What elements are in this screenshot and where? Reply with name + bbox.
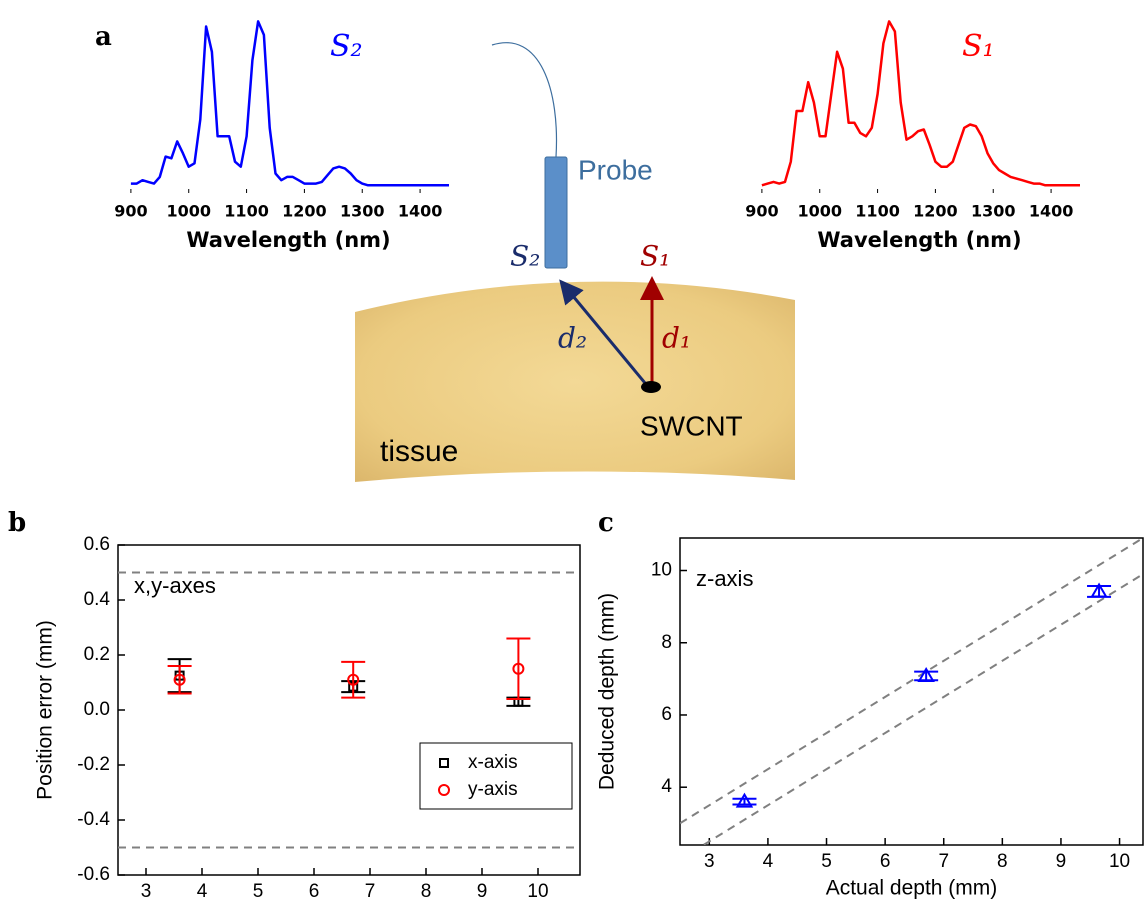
x-tick-label: 5 [253, 881, 264, 902]
reference-line [701, 573, 1143, 845]
x-tick-label: 4 [763, 851, 774, 872]
y-tick-label: 0.2 [84, 644, 110, 665]
error-bar [732, 797, 757, 806]
marker [347, 673, 360, 686]
reference-line [680, 538, 1143, 825]
marker [512, 662, 525, 675]
marker [735, 792, 754, 808]
source-label: SWCNT [640, 410, 743, 441]
panel-label: b [8, 508, 26, 538]
y-tick-label: 4 [661, 776, 672, 797]
legend-marker [438, 784, 450, 796]
tissue [355, 281, 795, 482]
probe-wire [491, 42, 558, 158]
x-tick-label: 1300 [971, 202, 1016, 221]
distance-label: d₂ [558, 322, 587, 355]
probe [544, 156, 568, 269]
x-tick-label: 9 [1056, 851, 1067, 872]
y-tick-label: 6 [661, 704, 672, 725]
series-label: S₁ [962, 29, 995, 64]
arrow [559, 279, 647, 384]
y-tick-label: 8 [661, 632, 672, 653]
plot-frame [679, 537, 1144, 846]
y-tick-label: 0.6 [84, 534, 110, 555]
y-tick-label: 0.0 [84, 699, 110, 720]
x-tick-label: 3 [141, 881, 152, 902]
x-tick-label: 8 [997, 851, 1008, 872]
x-tick-label: 7 [365, 881, 376, 902]
x-tick-label: 10 [1109, 851, 1130, 872]
x-tick-label: 8 [421, 881, 432, 902]
medium-label: tissue [380, 435, 458, 468]
x-tick-label: 1000 [797, 202, 842, 221]
x-tick-label: 1200 [913, 202, 958, 221]
legend-frame [419, 742, 573, 810]
spectrum-line [761, 20, 1080, 187]
y-tick-label: -0.4 [77, 809, 110, 830]
x-axis-label: Actual depth (mm) [826, 877, 998, 900]
x-tick-label: 3 [704, 851, 715, 872]
annotation: z-axis [696, 566, 753, 591]
y-tick-label: 0.4 [84, 589, 111, 610]
error-bar [341, 660, 366, 699]
swcnt [641, 381, 661, 393]
error-bar [167, 665, 192, 695]
series-label: S₂ [330, 29, 363, 64]
y-tick-label: -0.6 [77, 864, 110, 885]
signal-label: S₂ [510, 240, 540, 273]
marker [1090, 582, 1108, 598]
x-tick-label: 7 [938, 851, 949, 872]
error-bar [1087, 585, 1112, 598]
spectrum-line [130, 20, 449, 187]
error-bar [506, 637, 531, 700]
x-tick-label: 1400 [398, 202, 443, 221]
y-tick-label: -0.2 [77, 754, 110, 775]
x-tick-label: 6 [309, 881, 320, 902]
x-tick-label: 6 [880, 851, 891, 872]
legend-label: y-axis [468, 779, 518, 800]
x-tick-label: 5 [821, 851, 832, 872]
x-tick-label: 10 [527, 881, 548, 902]
distance-label: d₁ [662, 322, 691, 355]
marker [917, 666, 935, 682]
x-axis-label: Wavelength (nm) [817, 228, 1021, 252]
x-tick-label: 1300 [340, 202, 385, 221]
legend-marker [439, 758, 449, 768]
annotation: x,y-axes [134, 573, 216, 598]
marker [173, 673, 186, 686]
x-tick-label: 1100 [224, 202, 269, 221]
x-tick-label: 1000 [166, 202, 211, 221]
x-tick-label: 1400 [1029, 202, 1074, 221]
signal-label: S₁ [640, 240, 670, 273]
x-axis-label: Wavelength (nm) [186, 228, 390, 252]
y-tick-label: 10 [651, 560, 672, 581]
error-bar [914, 670, 939, 682]
x-tick-label: 900 [745, 202, 778, 221]
x-tick-label: 1100 [855, 202, 900, 221]
legend-label: x-axis [468, 752, 518, 773]
x-tick-label: 4 [197, 881, 208, 902]
x-tick-label: 9 [477, 881, 488, 902]
panel-label: a [95, 22, 112, 52]
y-axis-label: Deduced depth (mm) [596, 593, 619, 790]
x-tick-label: 1200 [282, 202, 327, 221]
diagram: Probe S₂ S₁ d₂ d₁ SWCNT tissue [355, 42, 795, 482]
y-axis-label: Position error (mm) [34, 620, 57, 800]
x-tick-label: 900 [114, 202, 147, 221]
probe-label: Probe [578, 154, 653, 185]
panel-label: c [598, 508, 614, 538]
